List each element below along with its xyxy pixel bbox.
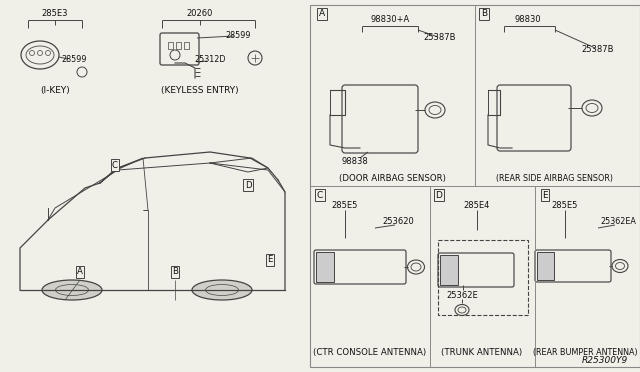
- Text: 285E5: 285E5: [552, 201, 578, 209]
- Text: (I-KEY): (I-KEY): [40, 86, 70, 94]
- Text: A: A: [77, 267, 83, 276]
- Bar: [168, 42, 173, 49]
- Text: D: D: [244, 180, 252, 189]
- Text: 253620: 253620: [382, 218, 414, 227]
- Text: (CTR CONSOLE ANTENNA): (CTR CONSOLE ANTENNA): [314, 347, 427, 356]
- Ellipse shape: [42, 280, 102, 300]
- Text: 98830: 98830: [515, 16, 541, 25]
- Text: 28599: 28599: [225, 31, 251, 39]
- Text: (KEYLESS ENTRY): (KEYLESS ENTRY): [161, 86, 239, 94]
- Text: 20260: 20260: [187, 10, 213, 19]
- Text: 98830+A: 98830+A: [371, 16, 410, 25]
- Text: 25362E: 25362E: [446, 291, 478, 299]
- Bar: [537, 252, 554, 280]
- Bar: [310, 5, 640, 367]
- Text: C: C: [317, 190, 323, 199]
- Text: C: C: [112, 160, 118, 170]
- Text: 28599: 28599: [61, 55, 87, 64]
- Text: B: B: [481, 10, 487, 19]
- Text: A: A: [319, 10, 325, 19]
- Bar: [184, 42, 189, 49]
- Text: 98838: 98838: [342, 157, 369, 167]
- Ellipse shape: [192, 280, 252, 300]
- Text: 285E5: 285E5: [332, 201, 358, 209]
- Bar: [316, 252, 334, 282]
- Text: (REAR SIDE AIRBAG SENSOR): (REAR SIDE AIRBAG SENSOR): [497, 173, 614, 183]
- Text: (TRUNK ANTENNA): (TRUNK ANTENNA): [442, 347, 523, 356]
- Text: E: E: [268, 256, 273, 264]
- Text: (DOOR AIRBAG SENSOR): (DOOR AIRBAG SENSOR): [339, 173, 445, 183]
- Text: 25387B: 25387B: [582, 45, 614, 55]
- FancyBboxPatch shape: [160, 33, 199, 65]
- Text: E: E: [542, 190, 548, 199]
- Text: B: B: [172, 267, 178, 276]
- Text: 285E3: 285E3: [42, 10, 68, 19]
- Bar: [440, 255, 458, 285]
- Bar: [438, 240, 528, 315]
- Text: R25300Y9: R25300Y9: [582, 356, 628, 365]
- Bar: [176, 42, 181, 49]
- Text: D: D: [436, 190, 442, 199]
- Text: 25387B: 25387B: [424, 33, 456, 42]
- Text: 25312D: 25312D: [195, 55, 226, 64]
- Text: (REAR BUMPER ANTENNA): (REAR BUMPER ANTENNA): [532, 347, 637, 356]
- Text: 285E4: 285E4: [464, 201, 490, 209]
- Ellipse shape: [21, 41, 59, 69]
- Text: 25362EA: 25362EA: [600, 218, 636, 227]
